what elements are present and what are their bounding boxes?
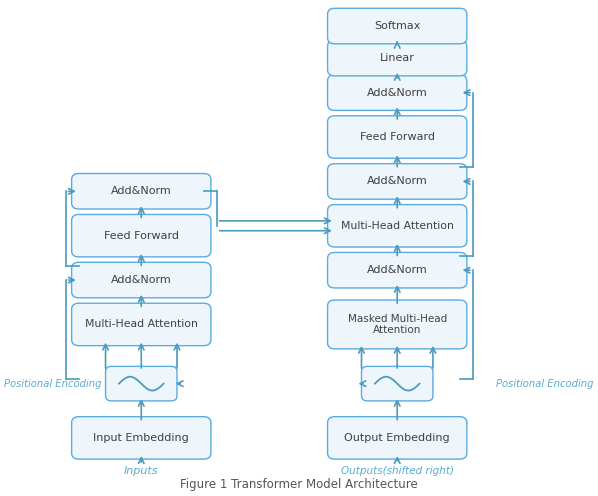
Text: Multi-Head Attention: Multi-Head Attention [341, 221, 454, 231]
Text: Output Embedding: Output Embedding [344, 433, 450, 443]
Text: Figure 1 Transformer Model Architecture: Figure 1 Transformer Model Architecture [180, 478, 418, 491]
Text: Add&Norm: Add&Norm [367, 88, 428, 98]
Text: Multi-Head Attention: Multi-Head Attention [85, 319, 198, 329]
Text: Feed Forward: Feed Forward [104, 231, 179, 241]
FancyBboxPatch shape [328, 164, 467, 199]
FancyBboxPatch shape [72, 174, 211, 209]
FancyBboxPatch shape [328, 8, 467, 44]
Text: Positional Encoding: Positional Encoding [496, 378, 594, 389]
FancyBboxPatch shape [362, 367, 433, 401]
Text: Add&Norm: Add&Norm [111, 186, 172, 196]
Text: Input Embedding: Input Embedding [93, 433, 189, 443]
Text: Add&Norm: Add&Norm [367, 177, 428, 186]
FancyBboxPatch shape [72, 214, 211, 257]
Text: Linear: Linear [380, 53, 414, 63]
FancyBboxPatch shape [328, 40, 467, 76]
FancyBboxPatch shape [328, 300, 467, 349]
Text: Softmax: Softmax [374, 21, 420, 31]
FancyBboxPatch shape [72, 417, 211, 459]
FancyBboxPatch shape [72, 262, 211, 298]
Text: Masked Multi-Head
Attention: Masked Multi-Head Attention [347, 313, 447, 335]
Text: Feed Forward: Feed Forward [360, 132, 435, 142]
FancyBboxPatch shape [328, 116, 467, 158]
Text: Add&Norm: Add&Norm [367, 265, 428, 275]
FancyBboxPatch shape [72, 303, 211, 346]
FancyBboxPatch shape [328, 204, 467, 247]
FancyBboxPatch shape [328, 417, 467, 459]
FancyBboxPatch shape [328, 252, 467, 288]
Text: Inputs: Inputs [124, 466, 158, 476]
Text: Add&Norm: Add&Norm [111, 275, 172, 285]
Text: Positional Encoding: Positional Encoding [4, 378, 102, 389]
Text: Outputs(shifted right): Outputs(shifted right) [341, 466, 454, 476]
FancyBboxPatch shape [328, 75, 467, 111]
FancyBboxPatch shape [106, 367, 177, 401]
